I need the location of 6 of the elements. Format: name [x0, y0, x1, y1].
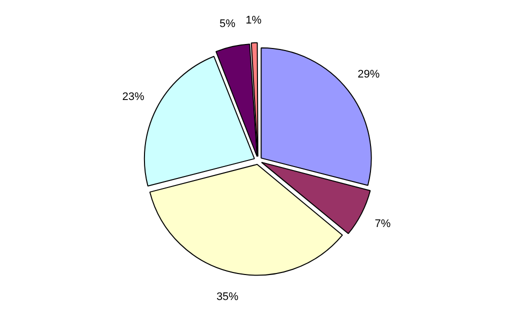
data-label: 29% [358, 68, 380, 81]
data-label: 23% [122, 90, 144, 103]
data-label: 5% [220, 18, 236, 30]
data-label: 1% [246, 14, 262, 27]
data-label: 35% [216, 291, 239, 304]
data-label: 7% [374, 218, 391, 230]
